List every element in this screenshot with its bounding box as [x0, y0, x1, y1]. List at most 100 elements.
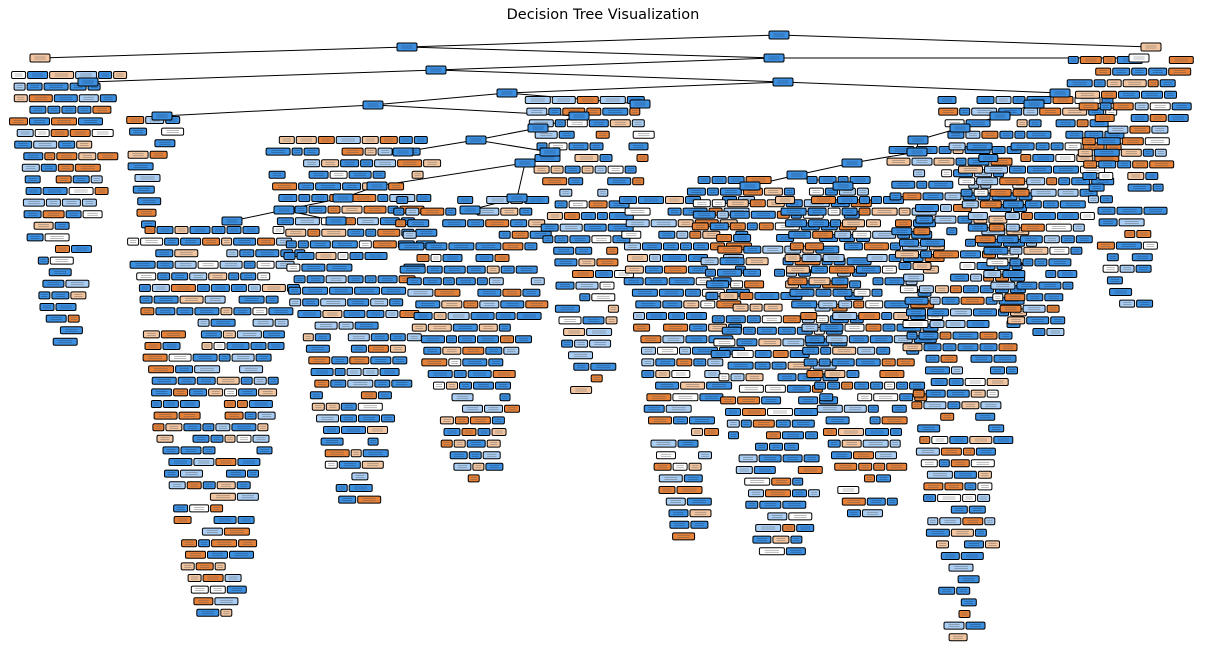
tree-node: [151, 388, 173, 397]
tree-node: [1148, 67, 1168, 76]
tree-node: [183, 423, 202, 432]
tree-node: [772, 350, 789, 358]
tree-node: [802, 346, 820, 355]
tree-node: [155, 307, 176, 316]
tree-node: [872, 277, 884, 286]
tree-node: [370, 298, 389, 307]
tree-node: [335, 484, 348, 492]
tree-node: [1167, 114, 1189, 122]
tree-node: [522, 288, 541, 297]
tree-node: [808, 219, 829, 228]
tree-node: [1043, 235, 1060, 244]
tree-node: [61, 198, 81, 207]
tree-node: [663, 265, 687, 274]
tree-node: [735, 466, 753, 474]
tree-node: [764, 384, 786, 393]
tree-node: [139, 295, 153, 304]
tree-node: [236, 492, 259, 501]
tree-node: [524, 96, 551, 104]
tree-node: [326, 263, 353, 272]
tree-node: [671, 370, 691, 378]
tree-node: [252, 318, 274, 327]
tree-node: [899, 285, 918, 294]
tree-node: [165, 423, 183, 432]
tree-node: [374, 379, 391, 388]
tree-node: [960, 296, 985, 305]
tree-node: [1023, 246, 1049, 255]
tree-node: [680, 381, 706, 390]
tree-node: [202, 481, 216, 490]
tree-node: [91, 129, 114, 137]
tree-node: [453, 370, 467, 378]
tree-node: [446, 381, 458, 390]
tree-node: [193, 597, 214, 606]
tree-node: [196, 284, 210, 292]
tree-node: [321, 159, 340, 168]
tree-node: [416, 254, 430, 262]
tree-node: [138, 284, 151, 292]
tree-node: [906, 308, 926, 317]
tree-node: [743, 268, 761, 277]
tree-node: [51, 291, 70, 300]
tree-node: [1106, 253, 1119, 262]
tree-node: [819, 323, 844, 332]
tree-node: [144, 342, 162, 350]
tree-node: [746, 315, 761, 324]
tree-node: [801, 254, 822, 262]
tree-node: [136, 208, 157, 217]
tree-node: [1096, 241, 1115, 250]
tree-node: [213, 342, 226, 350]
tree-node: [684, 288, 701, 297]
tree-node: [539, 147, 561, 157]
tree-node: [559, 188, 573, 197]
tree-node: [132, 185, 155, 194]
tree-node: [126, 116, 145, 124]
tree-node: [98, 71, 113, 79]
tree-node: [920, 250, 932, 259]
tree-node: [941, 296, 960, 305]
tree-node: [405, 207, 420, 216]
tree-node: [1119, 264, 1135, 273]
tree-node: [886, 462, 908, 471]
tree-node: [526, 107, 548, 116]
tree-node: [589, 339, 612, 348]
tree-node: [668, 509, 689, 518]
tree-node: [758, 338, 782, 347]
tree-node: [238, 539, 258, 548]
tree-node: [44, 152, 56, 161]
tree-node: [993, 354, 1017, 363]
tree-node: [358, 240, 372, 249]
tree-node: [909, 381, 926, 390]
tree-node: [588, 200, 608, 209]
tree-node: [899, 393, 914, 402]
tree-node: [964, 378, 986, 386]
tree-node: [340, 402, 357, 411]
tree-node: [800, 312, 818, 320]
tree-node: [1053, 165, 1079, 174]
tree-node: [1067, 56, 1079, 64]
tree-node: [640, 335, 662, 344]
tree-node: [985, 540, 1000, 549]
tree-node: [989, 188, 1012, 197]
tree-node: [969, 436, 993, 444]
tree-node: [771, 477, 792, 486]
tree-node: [484, 404, 503, 413]
tree-node: [706, 280, 730, 289]
tree-edge: [406, 34, 780, 48]
tree-node: [827, 207, 841, 216]
tree-node: [599, 281, 615, 290]
tree-node: [679, 346, 691, 355]
tree-node: [789, 242, 804, 251]
tree-node: [367, 344, 389, 353]
tree-node: [407, 219, 430, 228]
tree-node: [396, 196, 409, 204]
tree-node: [889, 192, 902, 201]
tree-node: [927, 308, 949, 317]
tree-node: [672, 462, 688, 471]
tree-node: [303, 147, 320, 156]
tree-node: [862, 439, 889, 448]
tree-node: [278, 194, 298, 202]
tree-node: [575, 281, 599, 290]
tree-node: [973, 188, 989, 197]
tree-node: [672, 532, 696, 541]
